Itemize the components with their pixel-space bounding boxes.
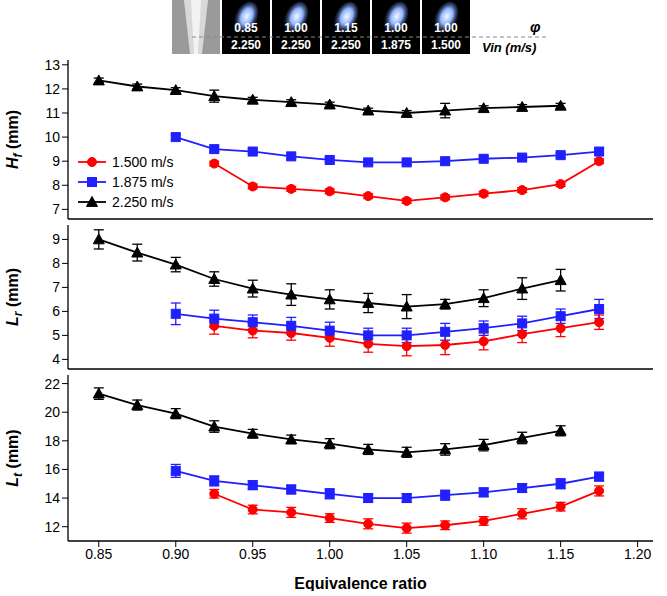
svg-text:0.90: 0.90 [162, 546, 189, 562]
svg-text:1.15: 1.15 [334, 21, 358, 35]
svg-text:1.00: 1.00 [316, 546, 343, 562]
html-text:2.250 m/s: 2.250 m/s [112, 194, 174, 211]
svg-text:2.250: 2.250 [231, 38, 261, 52]
svg-text:1.05: 1.05 [393, 546, 420, 562]
svg-text:9: 9 [52, 231, 60, 247]
svg-text:1.15: 1.15 [547, 546, 574, 562]
svg-text:8: 8 [52, 255, 60, 271]
svg-text:12: 12 [44, 519, 60, 535]
svg-text:16: 16 [44, 461, 60, 477]
svg-text:10: 10 [44, 129, 60, 145]
svg-text:1.00: 1.00 [284, 21, 308, 35]
svg-text:2.250: 2.250 [281, 38, 311, 52]
svg-text:20: 20 [44, 404, 60, 420]
svg-text:22: 22 [44, 376, 60, 392]
svg-text:1.10: 1.10 [470, 546, 497, 562]
svg-text:1.00: 1.00 [384, 21, 408, 35]
svg-text:0.85: 0.85 [234, 21, 258, 35]
svg-text:1.875: 1.875 [381, 38, 411, 52]
html-text:1.500 m/s: 1.500 m/s [112, 154, 174, 171]
svg-text:12: 12 [44, 81, 60, 97]
svg-text:Lt (mm): Lt (mm) [4, 429, 25, 486]
svg-text:13: 13 [44, 57, 60, 73]
svg-text:7: 7 [52, 279, 60, 295]
svg-text:14: 14 [44, 490, 60, 506]
svg-text:6: 6 [52, 303, 60, 319]
svg-text:Vin (m/s): Vin (m/s) [482, 40, 536, 55]
svg-text:11: 11 [45, 105, 60, 121]
svg-text:Equivalence ratio: Equivalence ratio [294, 575, 427, 591]
html-text:1.875 m/s: 1.875 m/s [112, 174, 174, 191]
svg-text:2.250: 2.250 [331, 38, 361, 52]
svg-text:Lr (mm): Lr (mm) [4, 268, 25, 326]
svg-text:0.95: 0.95 [239, 546, 266, 562]
svg-text:1.20: 1.20 [624, 546, 651, 562]
svg-text:9: 9 [52, 153, 60, 169]
svg-text:1.500: 1.500 [431, 38, 461, 52]
svg-text:0.85: 0.85 [85, 546, 112, 562]
svg-text:18: 18 [44, 433, 60, 449]
svg-text:1.00: 1.00 [434, 21, 458, 35]
svg-text:8: 8 [52, 177, 60, 193]
svg-text:7: 7 [52, 201, 60, 217]
svg-text:5: 5 [52, 327, 60, 343]
svg-text:Hf (mm): Hf (mm) [4, 110, 25, 169]
svg-text:φ: φ [530, 18, 541, 35]
svg-text:4: 4 [52, 351, 60, 367]
